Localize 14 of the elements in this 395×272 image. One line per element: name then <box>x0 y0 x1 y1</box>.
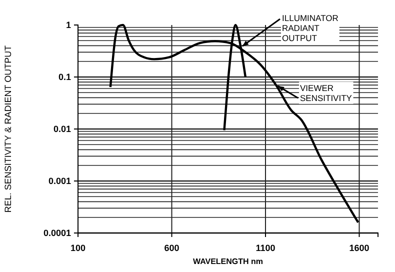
y-axis-title: REL. SENSITIVITY & RADIENT OUTPUT <box>3 44 13 213</box>
y-tick-label: 1 <box>66 20 71 30</box>
y-tick-label: 0.01 <box>53 124 71 134</box>
text: ILLUMINATOR RADIANT OUTPUT <box>282 12 338 44</box>
x-tick-label: 600 <box>164 242 180 253</box>
line-series <box>109 24 360 224</box>
x-tick-label: 100 <box>70 242 86 253</box>
x-tick-label: 1600 <box>349 242 370 253</box>
x-tick-label: 1100 <box>256 242 276 253</box>
y-tick-label: 0.1 <box>58 72 71 82</box>
legend-label: VIEWER SENSITIVITY <box>300 82 352 103</box>
y-tick-label: 0.001 <box>48 176 71 186</box>
y-tick-label: 0.0001 <box>43 228 71 238</box>
x-axis-title: WAVELENGTH nm <box>192 257 264 266</box>
